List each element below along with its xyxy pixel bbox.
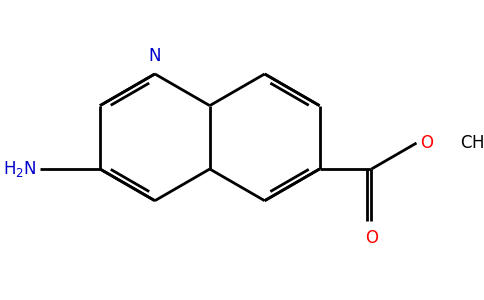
Text: N: N — [149, 47, 161, 65]
Text: O: O — [365, 229, 378, 247]
Text: H$_2$N: H$_2$N — [3, 159, 37, 179]
Text: O: O — [420, 134, 433, 152]
Text: CH$_3$: CH$_3$ — [460, 133, 484, 153]
